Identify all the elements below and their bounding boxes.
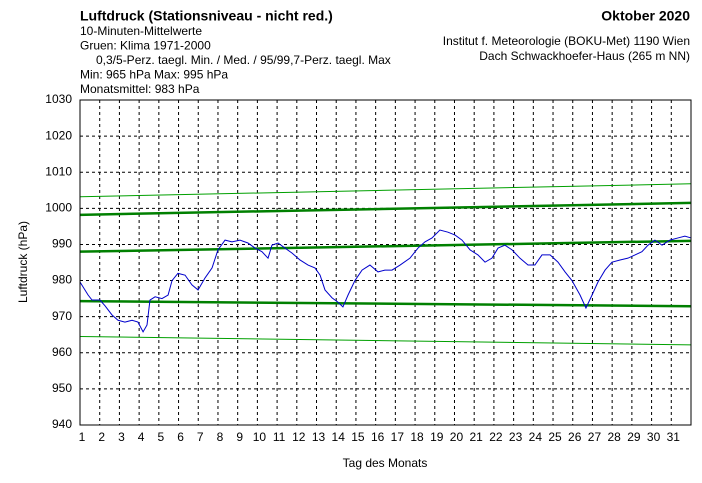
x-tick-label: 21 bbox=[470, 430, 484, 444]
x-tick-label: 6 bbox=[177, 430, 184, 444]
x-tick-label: 11 bbox=[273, 430, 286, 444]
y-tick-label: 990 bbox=[52, 237, 72, 251]
x-tick-label: 17 bbox=[391, 430, 405, 444]
x-tick-label: 10 bbox=[253, 430, 267, 444]
line-series bbox=[79, 183, 692, 198]
x-tick-label: 3 bbox=[118, 430, 125, 444]
y-axis-label: Luftdruck (hPa) bbox=[16, 221, 30, 303]
x-tick-label: 31 bbox=[667, 430, 681, 444]
chart-title: Luftdruck (Stationsniveau - nicht red.) bbox=[80, 8, 333, 24]
subtitle: 10-Minuten-Mittelwerte bbox=[80, 24, 202, 38]
source: Dach Schwackhoefer-Haus (265 m NN) bbox=[479, 49, 690, 63]
x-tick-label: 1 bbox=[79, 430, 86, 444]
subtitle: Monatsmittel: 983 hPa bbox=[80, 82, 200, 96]
x-tick-label: 26 bbox=[568, 430, 582, 444]
y-tick-label: 980 bbox=[52, 273, 72, 287]
line-series bbox=[79, 201, 692, 217]
x-tick-label: 15 bbox=[351, 430, 365, 444]
x-tick-label: 19 bbox=[430, 430, 444, 444]
y-tick-label: 970 bbox=[52, 309, 72, 323]
x-tick-label: 20 bbox=[450, 430, 464, 444]
x-tick-label: 30 bbox=[647, 430, 661, 444]
x-tick-label: 29 bbox=[627, 430, 641, 444]
y-tick-label: 960 bbox=[52, 345, 72, 359]
x-tick-label: 13 bbox=[312, 430, 326, 444]
line-series bbox=[79, 336, 692, 346]
y-tick-label: 1000 bbox=[45, 201, 72, 215]
x-tick-label: 24 bbox=[529, 430, 543, 444]
x-tick-label: 4 bbox=[138, 430, 145, 444]
x-tick-label: 22 bbox=[489, 430, 503, 444]
y-tick-label: 1020 bbox=[45, 128, 72, 142]
x-tick-label: 14 bbox=[332, 430, 346, 444]
x-tick-label: 7 bbox=[197, 430, 204, 444]
line-series bbox=[79, 299, 692, 308]
subtitle: Gruen: Klima 1971-2000 bbox=[80, 39, 211, 53]
subtitle: Min: 965 hPa Max: 995 hPa bbox=[80, 68, 228, 82]
chart-title-right: Oktober 2020 bbox=[601, 8, 690, 24]
x-tick-label: 8 bbox=[217, 430, 224, 444]
x-tick-label: 9 bbox=[236, 430, 243, 444]
y-tick-label: 1010 bbox=[45, 164, 72, 178]
x-tick-label: 5 bbox=[157, 430, 164, 444]
line-series bbox=[79, 239, 692, 253]
x-tick-label: 23 bbox=[509, 430, 523, 444]
x-tick-label: 12 bbox=[292, 430, 306, 444]
x-tick-label: 25 bbox=[548, 430, 562, 444]
y-tick-label: 950 bbox=[52, 381, 72, 395]
source: Institut f. Meteorologie (BOKU-Met) 1190… bbox=[443, 34, 690, 48]
y-tick-label: 940 bbox=[52, 417, 72, 431]
x-tick-label: 18 bbox=[410, 430, 424, 444]
x-tick-label: 16 bbox=[371, 430, 385, 444]
x-axis-label: Tag des Monats bbox=[343, 456, 428, 470]
x-tick-label: 2 bbox=[98, 430, 105, 444]
x-tick-label: 28 bbox=[607, 430, 621, 444]
y-tick-label: 1030 bbox=[45, 92, 72, 106]
x-tick-label: 27 bbox=[588, 430, 602, 444]
subtitle: 0,3/5-Perz. taegl. Min. / Med. / 95/99,7… bbox=[96, 53, 391, 67]
plot-border bbox=[79, 99, 692, 426]
line-series bbox=[79, 229, 692, 333]
